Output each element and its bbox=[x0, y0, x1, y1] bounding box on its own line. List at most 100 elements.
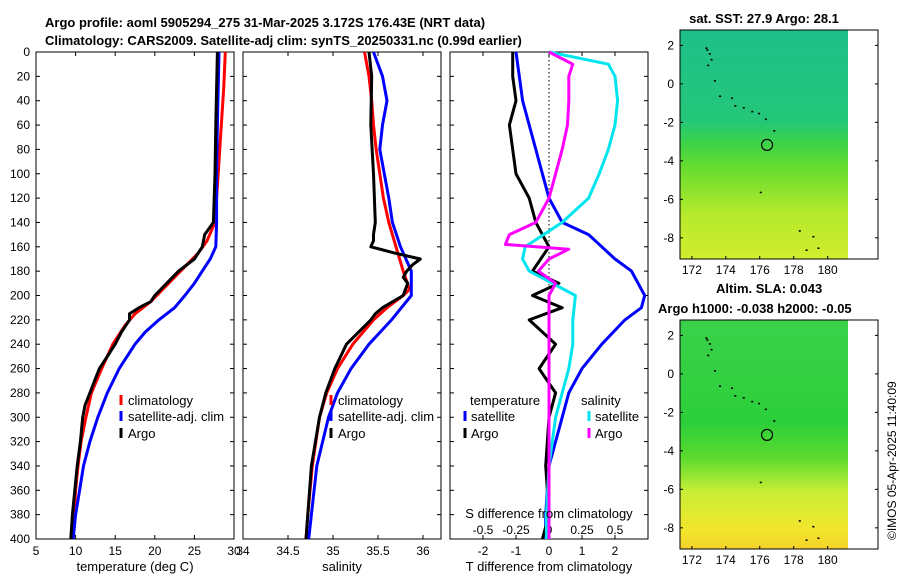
island-mark bbox=[734, 395, 737, 397]
temperature-legend: climatology satellite-adj. clim Argo bbox=[119, 393, 224, 441]
depth-tick-label: 300 bbox=[10, 410, 30, 424]
sst-map-frame bbox=[679, 29, 879, 260]
x-tick-label: 10 bbox=[69, 544, 83, 558]
island-mark bbox=[817, 537, 820, 540]
series-line-s-argo bbox=[503, 50, 575, 539]
sla-map-frame bbox=[679, 319, 879, 550]
island-mark bbox=[734, 105, 737, 107]
series-line-t-argo bbox=[507, 52, 564, 540]
island-mark bbox=[708, 53, 711, 55]
legend-salinity-header: salinity bbox=[581, 393, 621, 408]
s-tick-label: -0.5 bbox=[473, 523, 494, 537]
x-tick-label: 34.5 bbox=[276, 544, 300, 558]
salinity-xlabel: salinity bbox=[322, 559, 362, 574]
x-tick-label: 5 bbox=[33, 544, 40, 558]
map-y-tick-label: -2 bbox=[663, 115, 674, 129]
x-tick-label: 1 bbox=[579, 544, 586, 558]
island-mark bbox=[759, 481, 762, 484]
island-mark bbox=[713, 80, 716, 82]
imos-credit: ©IMOS 05-Apr-2025 11:40:09 bbox=[885, 381, 899, 540]
series-line-satellite-adj-clim bbox=[307, 51, 413, 540]
salinity-series bbox=[304, 51, 422, 540]
island-mark bbox=[707, 64, 710, 67]
sla-map-title1: Altim. SLA: 0.043 bbox=[716, 281, 822, 296]
depth-tick-label: 340 bbox=[10, 459, 30, 473]
x-tick-label: 36 bbox=[416, 544, 430, 558]
sst-map-axes: 172 174 176 178 180 2 0 -2 -4 -6 -8 bbox=[663, 38, 878, 277]
map-y-tick-label: -8 bbox=[663, 231, 674, 245]
depth-axis: 0 20 40 60 80 100 120 140 160 180 200 220 240 260 280 3… bbox=[10, 45, 234, 546]
island-mark bbox=[817, 247, 820, 250]
legend-temperature-header: temperature bbox=[470, 393, 540, 408]
salinity-x-axis: 34 34.5 35 35.5 36 bbox=[236, 52, 430, 558]
x-tick-label: 0 bbox=[546, 544, 553, 558]
map-y-tick-label: -8 bbox=[663, 521, 674, 535]
depth-tick-label: 180 bbox=[10, 264, 30, 278]
map-y-tick-label: -2 bbox=[663, 405, 674, 419]
sla-heatmap bbox=[680, 320, 848, 549]
island-mark bbox=[798, 520, 801, 522]
salinity-legend: climatology satellite-adj. clim Argo bbox=[329, 393, 434, 441]
map-y-tick-label: -4 bbox=[663, 154, 674, 168]
series-line-argo bbox=[304, 51, 422, 540]
island-mark bbox=[713, 370, 716, 372]
sst-map-title: sat. SST: 27.9 Argo: 28.1 bbox=[689, 11, 839, 26]
difference-x-axis: -2 -1 0 1 2-0.5 -0.25 0 0.25 0.5 bbox=[473, 52, 624, 558]
depth-tick-label: 380 bbox=[10, 508, 30, 522]
map-x-tick-label: 178 bbox=[784, 263, 804, 277]
depth-tick-label: 60 bbox=[17, 118, 31, 132]
legend-argo-label: Argo bbox=[128, 426, 155, 441]
difference-series bbox=[503, 50, 647, 540]
legend-argo-label: Argo bbox=[338, 426, 365, 441]
island-mark bbox=[751, 110, 754, 113]
temperature-xlabel: temperature (deg C) bbox=[76, 559, 193, 574]
map-y-tick-label: 2 bbox=[667, 38, 674, 52]
map-x-tick-label: 174 bbox=[716, 263, 736, 277]
series-line-satellite-adj-clim bbox=[71, 51, 221, 540]
depth-tick-label: 20 bbox=[17, 69, 31, 83]
x-tick-label: -1 bbox=[511, 544, 522, 558]
depth-tick-label: 160 bbox=[10, 240, 30, 254]
island-mark bbox=[759, 191, 762, 194]
island-mark bbox=[730, 387, 733, 389]
map-x-tick-label: 172 bbox=[682, 553, 702, 567]
s-tick-label: 0.5 bbox=[607, 523, 624, 537]
sla-map-axes: 172 174 176 178 180 2 0 -2 -4 -6 -8 bbox=[663, 328, 878, 567]
map-y-tick-label: 0 bbox=[667, 77, 674, 91]
depth-tick-label: 220 bbox=[10, 313, 30, 327]
legend-s-argo-label: Argo bbox=[595, 426, 622, 441]
sla-argo-position-marker bbox=[760, 428, 774, 441]
island-mark bbox=[710, 348, 713, 351]
depth-tick-label: 260 bbox=[10, 362, 30, 376]
header-line2: Climatology: CARS2009. Satellite-adj cli… bbox=[45, 33, 522, 48]
series-line-t-satellite bbox=[514, 51, 647, 539]
island-mark bbox=[805, 539, 808, 541]
salinity-panel: 34 34.5 35 35.5 36 salinity climatology sate… bbox=[236, 51, 442, 574]
temperature-panel: 0 20 40 60 80 100 120 140 160 180 200 220 240 260 280 3… bbox=[10, 45, 241, 574]
difference-legend: temperature satellite Argo salinity sate… bbox=[463, 393, 639, 441]
island-mark bbox=[798, 230, 801, 232]
depth-tick-label: 100 bbox=[10, 167, 30, 181]
sla-islands bbox=[705, 337, 820, 541]
sst-islands bbox=[705, 47, 820, 251]
depth-tick-label: 140 bbox=[10, 215, 30, 229]
island-mark bbox=[719, 95, 722, 98]
depth-tick-label: 240 bbox=[10, 337, 30, 351]
header-line1: Argo profile: aoml 5905294_275 31-Mar-20… bbox=[45, 15, 485, 30]
depth-tick-label: 0 bbox=[23, 45, 30, 59]
map-x-tick-label: 174 bbox=[716, 553, 736, 567]
depth-tick-label: 280 bbox=[10, 386, 30, 400]
map-x-tick-label: 178 bbox=[784, 553, 804, 567]
depth-tick-label: 400 bbox=[10, 532, 30, 546]
map-x-tick-label: 176 bbox=[750, 263, 770, 277]
island-mark bbox=[751, 400, 754, 403]
island-mark bbox=[706, 49, 709, 51]
temperature-series bbox=[69, 51, 227, 540]
x-tick-label: 20 bbox=[148, 544, 162, 558]
island-mark bbox=[773, 130, 776, 132]
x-tick-label: 15 bbox=[109, 544, 123, 558]
map-x-tick-label: 180 bbox=[818, 553, 838, 567]
island-mark bbox=[730, 97, 733, 99]
x-tick-label: 34 bbox=[236, 544, 250, 558]
legend-s-satellite-label: satellite bbox=[595, 409, 639, 424]
